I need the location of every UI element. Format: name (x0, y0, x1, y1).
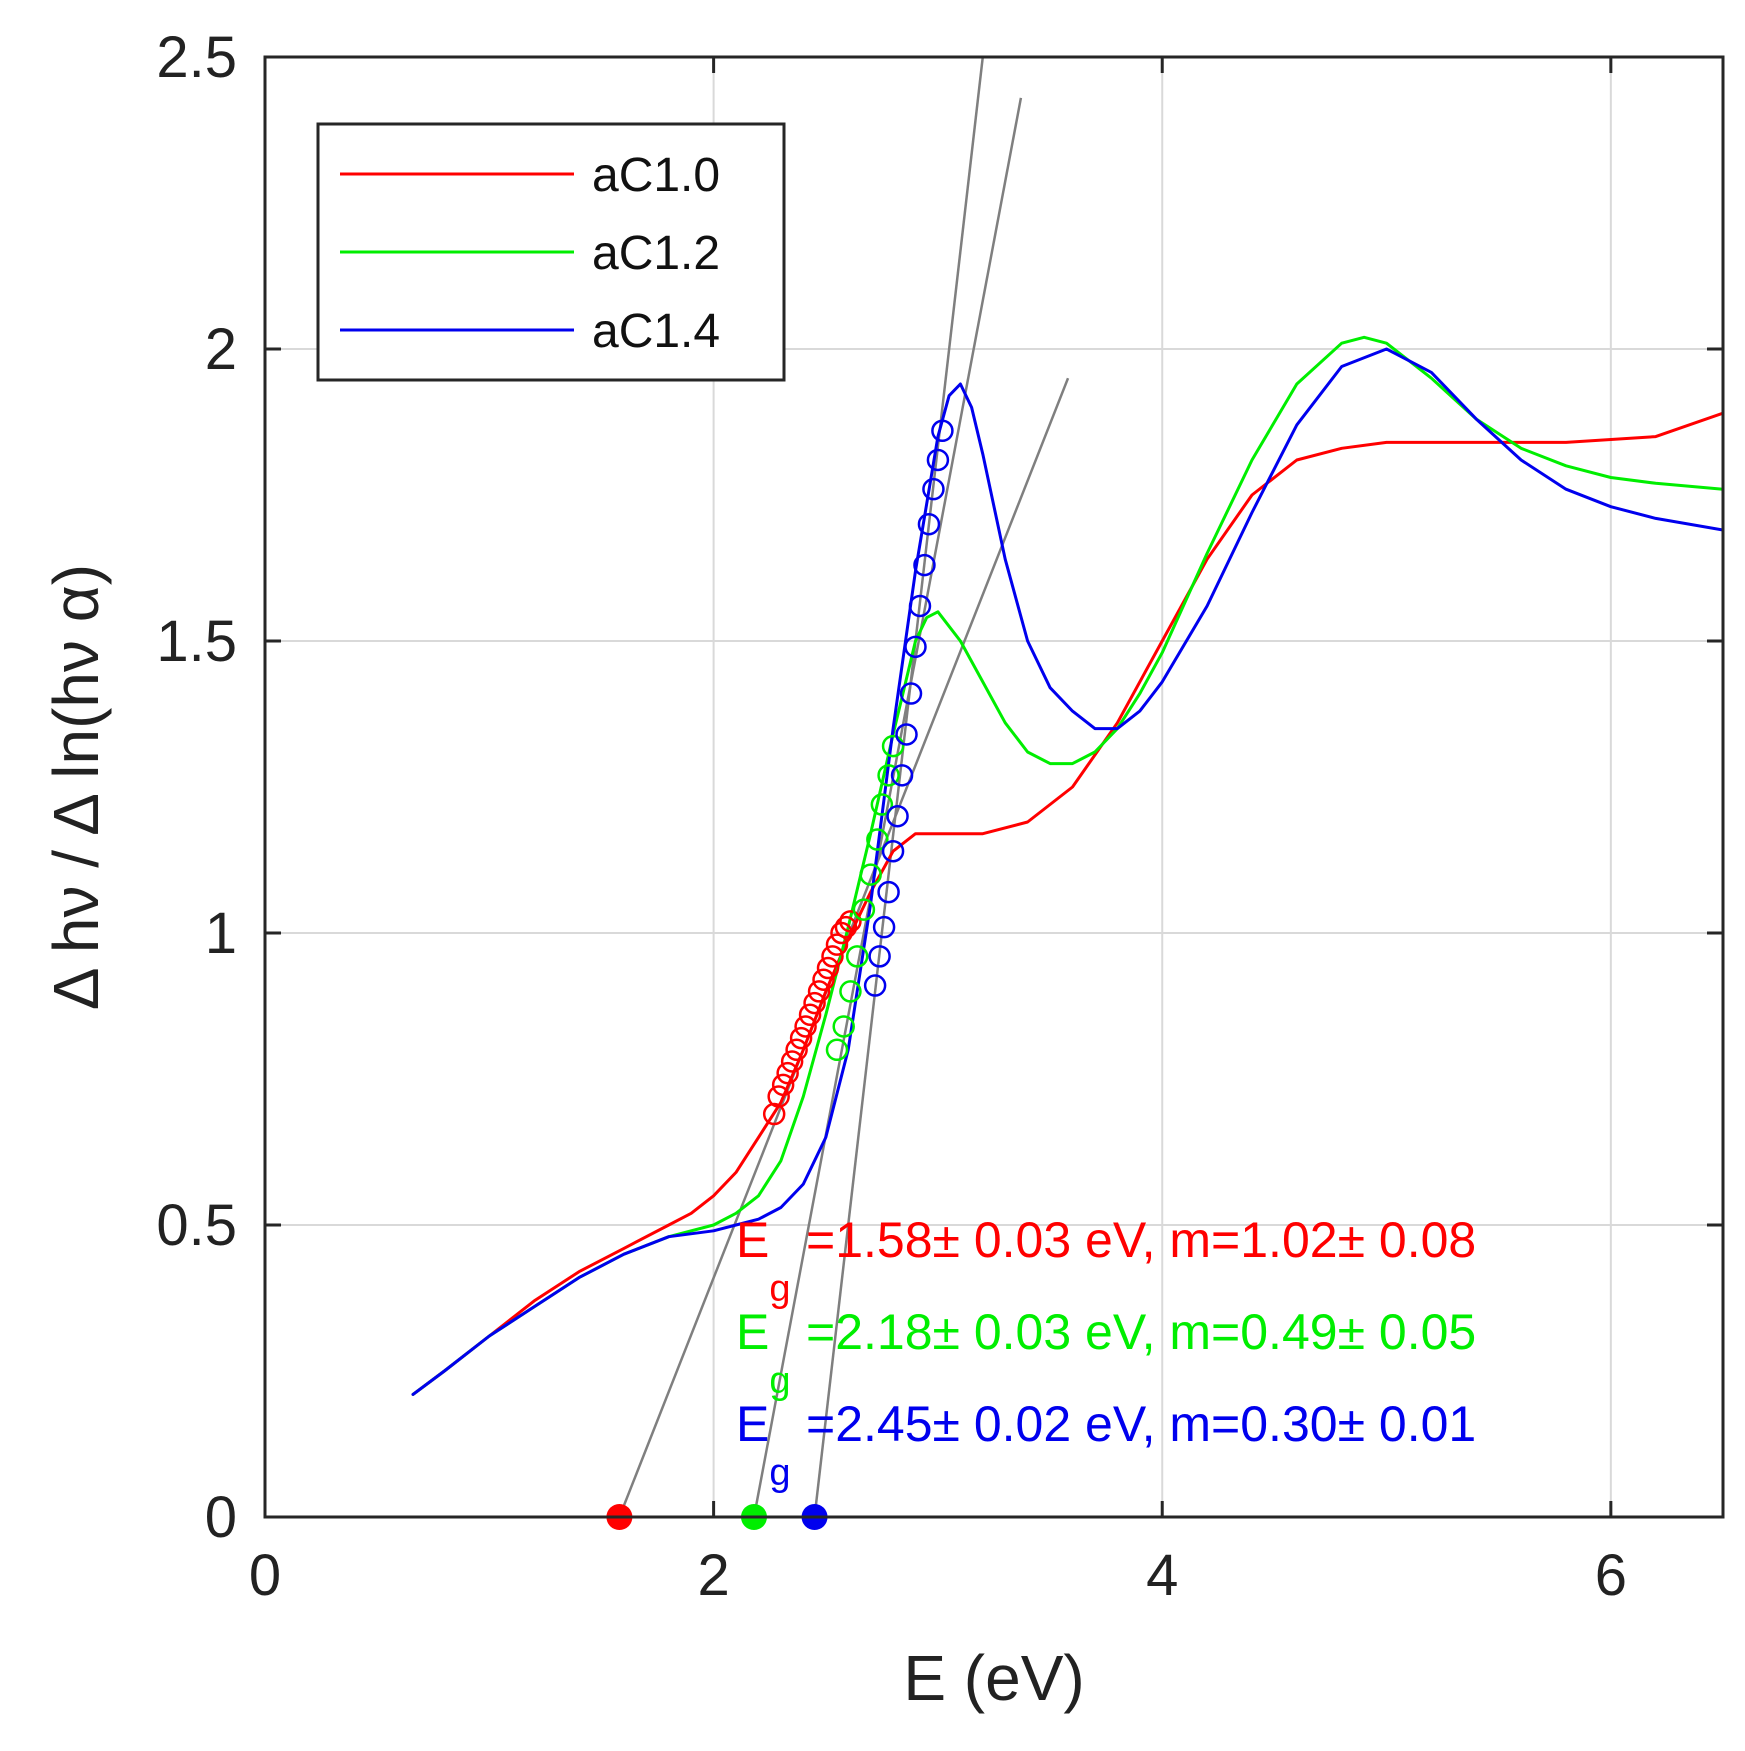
fit-point-aC1.2-2 (839, 980, 862, 1003)
fit-point-aC1.4-9 (904, 635, 927, 659)
fit-point-aC1.2-7 (870, 793, 894, 816)
annotation-aC1.4: Eg=2.45± 0.02 eV, m=0.30± 0.01 (736, 1396, 1476, 1494)
fit-point-aC1.0-12 (816, 956, 840, 980)
y-tick-label-4: 2 (205, 317, 237, 382)
ticks: 0 2 4 6 0 0.5 1 1.5 2 2.5 (156, 25, 1723, 1608)
fit-point-aC1.4-2 (872, 915, 896, 939)
fit-point-aC1.0-11 (812, 968, 835, 991)
y-tick-label-2: 1 (205, 901, 237, 966)
fit-point-aC1.4-10 (908, 594, 932, 618)
fit-point-aC1.0-6 (789, 1026, 813, 1050)
annotation-aC1.2: Eg=2.18± 0.03 eV, m=0.49± 0.05 (736, 1304, 1476, 1402)
legend-label-aC1.2: aC1.2 (592, 227, 720, 280)
x-tick-label-2: 4 (1146, 1543, 1178, 1608)
x-axis-label: E (eV) (903, 1642, 1084, 1714)
fit-line-aC1.2 (752, 97, 1023, 1517)
y-tick-label-1: 0.5 (156, 1193, 237, 1258)
fit-point-aC1.0-8 (798, 1003, 822, 1027)
legend-label-aC1.0: aC1.0 (592, 149, 720, 202)
fit-point-aC1.4-14 (926, 448, 950, 472)
series-line-aC1.0 (411, 411, 1723, 1396)
fit-point-aC1.2-8 (877, 764, 900, 787)
fit-point-aC1.2-1 (832, 1015, 855, 1038)
y-tick-label-5: 2.5 (156, 25, 237, 90)
series-line-aC1.4 (411, 347, 1723, 1396)
fit-point-aC1.4-12 (917, 512, 941, 536)
fit-point-aC1.0-7 (794, 1015, 817, 1038)
annotation-aC1.0: Eg=1.58± 0.03 eV, m=1.02± 0.08 (736, 1212, 1476, 1310)
fit-point-aC1.0-14 (825, 933, 849, 956)
legend-label-aC1.4: aC1.4 (592, 305, 720, 358)
fit-point-aC1.4-3 (877, 880, 900, 904)
fit-point-aC1.0-10 (807, 980, 831, 1003)
fit-point-aC1.0-0 (762, 1102, 786, 1126)
x-tick-label-1: 2 (697, 1543, 729, 1608)
fit-point-aC1.2-5 (859, 863, 882, 886)
fit-point-aC1.0-13 (821, 945, 844, 968)
fit-point-aC1.2-6 (866, 828, 889, 851)
fit-point-aC1.4-4 (881, 839, 905, 863)
plot-frame (263, 55, 1725, 1519)
fit-point-aC1.2-3 (845, 945, 869, 968)
fit-point-aC1.0-2 (771, 1073, 795, 1097)
y-tick-label-3: 1.5 (156, 609, 237, 674)
legend: aC1.0 aC1.2 aC1.4 (316, 122, 786, 382)
x-tick-label-3: 6 (1595, 1543, 1627, 1608)
fit-point-aC1.4-15 (931, 419, 954, 443)
fit-point-aC1.2-0 (825, 1038, 849, 1062)
fit-point-aC1.0-9 (803, 991, 826, 1015)
fit-line-aC1.4 (813, 57, 985, 1517)
fit-point-aC1.0-17 (839, 910, 862, 933)
axes (263, 55, 1725, 1519)
fit-point-aC1.4-11 (913, 553, 936, 577)
series-line-aC1.2 (411, 335, 1723, 1396)
fit-point-aC1.4-13 (922, 477, 945, 501)
fit-point-aC1.4-0 (863, 974, 887, 997)
fit-points (762, 419, 954, 1126)
fit-point-aC1.0-3 (776, 1061, 799, 1085)
fit-point-aC1.2-9 (881, 734, 905, 758)
fit-point-aC1.2-4 (852, 898, 876, 921)
series-group (411, 335, 1723, 1396)
fit-point-aC1.4-1 (868, 945, 891, 968)
fit-point-aC1.4-6 (890, 764, 914, 787)
fit-point-aC1.0-16 (834, 915, 858, 939)
fit-point-aC1.4-7 (895, 723, 918, 746)
fit-point-aC1.0-1 (767, 1085, 790, 1108)
y-tick-label-0: 0 (205, 1485, 237, 1550)
fit-point-aC1.4-8 (899, 682, 923, 705)
fit-point-aC1.0-4 (780, 1050, 804, 1073)
y-axis-label: Δ hν / Δ ln(hν α) (40, 564, 112, 1010)
x-tick-label-0: 0 (249, 1543, 281, 1608)
fit-point-aC1.4-5 (886, 804, 909, 828)
fit-point-aC1.0-5 (785, 1038, 808, 1062)
